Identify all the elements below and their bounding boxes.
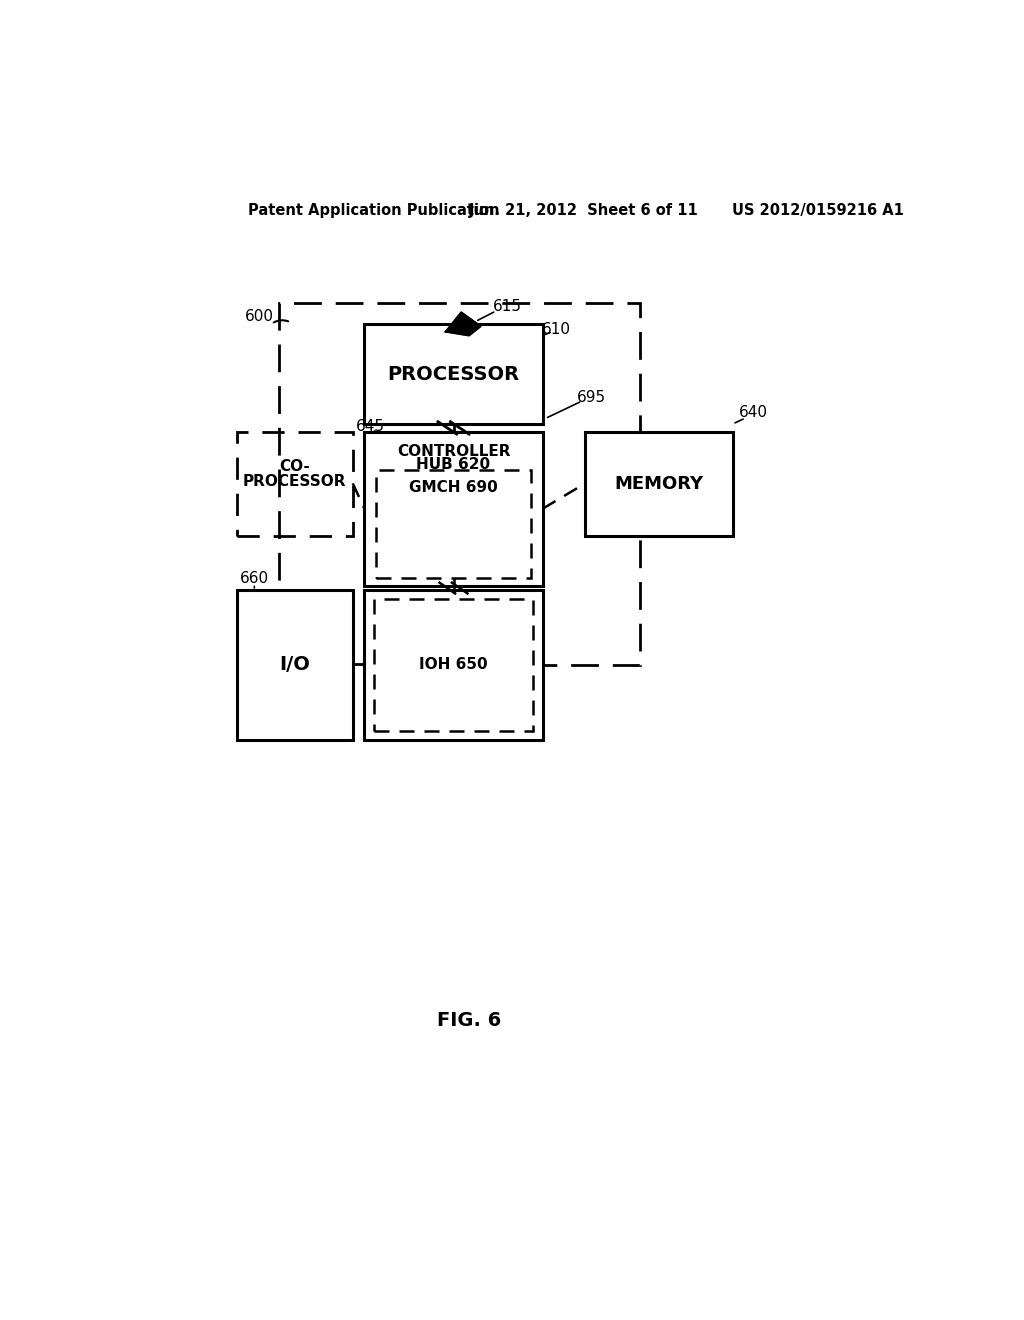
Bar xyxy=(586,432,732,536)
Text: 610: 610 xyxy=(542,322,571,337)
Bar xyxy=(365,590,543,739)
Text: 660: 660 xyxy=(240,570,269,586)
Text: GMCH 690: GMCH 690 xyxy=(410,479,498,495)
Text: 645: 645 xyxy=(356,418,385,434)
Bar xyxy=(365,323,543,424)
Bar xyxy=(237,590,352,739)
Text: 695: 695 xyxy=(577,389,606,405)
Text: PROCESSOR: PROCESSOR xyxy=(387,364,519,384)
Polygon shape xyxy=(445,313,480,335)
Text: HUB 620: HUB 620 xyxy=(417,457,490,473)
Text: Jun. 21, 2012  Sheet 6 of 11: Jun. 21, 2012 Sheet 6 of 11 xyxy=(469,203,698,218)
Bar xyxy=(365,432,543,586)
Text: IOH 650: IOH 650 xyxy=(419,657,487,672)
Text: 640: 640 xyxy=(739,405,768,420)
Text: 600: 600 xyxy=(246,309,274,323)
Bar xyxy=(376,470,531,578)
Text: FIG. 6: FIG. 6 xyxy=(437,1011,501,1031)
Text: MEMORY: MEMORY xyxy=(614,475,703,492)
Bar xyxy=(280,304,640,665)
Text: PROCESSOR: PROCESSOR xyxy=(243,474,346,490)
Text: US 2012/0159216 A1: US 2012/0159216 A1 xyxy=(732,203,904,218)
Text: I/O: I/O xyxy=(280,655,310,675)
Text: Patent Application Publication: Patent Application Publication xyxy=(248,203,500,218)
Bar xyxy=(374,599,534,730)
Bar xyxy=(237,432,352,536)
Text: CO-: CO- xyxy=(280,459,310,474)
Text: CONTROLLER: CONTROLLER xyxy=(396,444,510,458)
Text: 615: 615 xyxy=(494,298,522,314)
